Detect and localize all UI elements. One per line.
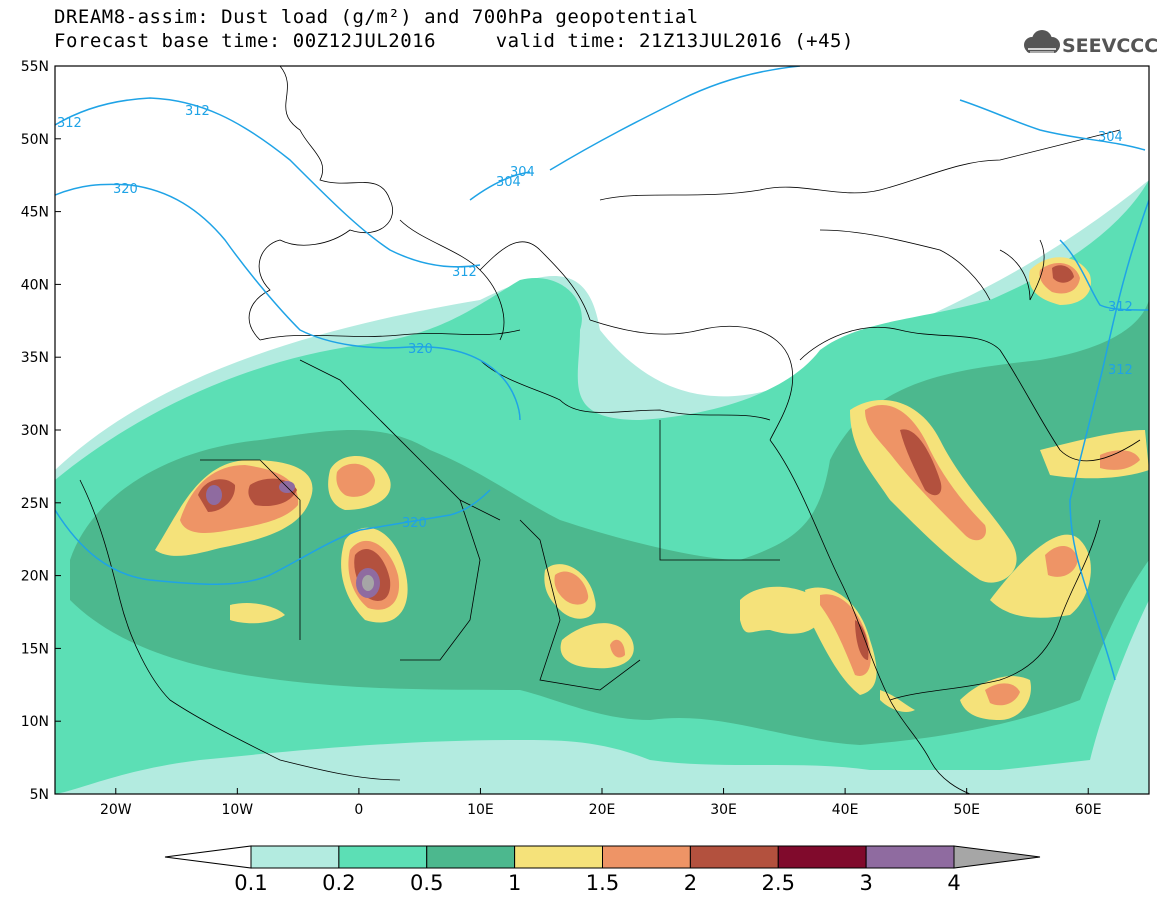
contour-312-west bbox=[55, 97, 481, 268]
colorbar-label: 3 bbox=[859, 871, 872, 895]
lat-tick-label: 50N bbox=[21, 132, 49, 148]
lat-tick-label: 35N bbox=[21, 350, 49, 366]
contour-320-west bbox=[55, 183, 521, 421]
longitude-axis: 20W 10W 0 10E 20E 30E 40E 50E 60E bbox=[100, 788, 1102, 818]
contour-304-east bbox=[959, 99, 1146, 151]
map-subtitle: Forecast base time: 00Z12JUL2016 valid t… bbox=[54, 30, 854, 52]
lat-tick-label: 10N bbox=[21, 714, 49, 730]
lon-tick-label: 40E bbox=[832, 802, 859, 818]
logo-text: SEEVCCC bbox=[1062, 35, 1158, 57]
latitude-axis: 55N 50N 45N 40N 35N 30N 25N 20N 15N 10N 5N bbox=[21, 59, 61, 803]
lat-tick-label: 25N bbox=[21, 496, 49, 512]
colorbar-swatch bbox=[338, 845, 428, 869]
colorbar-label: 1.5 bbox=[586, 871, 619, 895]
colorbar-label: 4 bbox=[947, 871, 960, 895]
colorbar-swatch bbox=[426, 845, 516, 869]
lon-tick-label: 10W bbox=[221, 802, 253, 818]
contour-label: 312 bbox=[1108, 300, 1133, 315]
contour-304-north bbox=[469, 171, 531, 201]
lon-tick-label: 50E bbox=[953, 802, 980, 818]
colorbar-swatch bbox=[865, 845, 955, 869]
contour-label: 320 bbox=[402, 516, 427, 531]
colorbar-under-triangle bbox=[164, 845, 252, 869]
colorbar: 0.1 0.2 0.5 1 1.5 2 2.5 3 4 bbox=[164, 845, 1041, 895]
colorbar-label: 0.2 bbox=[322, 871, 355, 895]
dust-load-fields bbox=[55, 180, 1149, 794]
colorbar-label: 1 bbox=[508, 871, 521, 895]
lon-tick-label: 30E bbox=[710, 802, 737, 818]
lat-tick-label: 20N bbox=[21, 569, 49, 585]
contour-label: 304 bbox=[496, 175, 521, 190]
seevccc-logo: SEEVCCC bbox=[1024, 30, 1158, 57]
coastlines-and-borders bbox=[79, 66, 1141, 794]
colorbar-label: 2.5 bbox=[762, 871, 795, 895]
colorbar-swatch bbox=[514, 845, 603, 869]
map-title: DREAM8-assim: Dust load (g/m²) and 700hP… bbox=[54, 6, 699, 28]
contour-label: 320 bbox=[113, 182, 138, 197]
lon-tick-label: 0 bbox=[354, 802, 363, 818]
dust-field-4 bbox=[362, 575, 374, 591]
contour-label: 312 bbox=[1108, 363, 1133, 378]
contour-312-east bbox=[1059, 239, 1149, 311]
colorbar-swatch bbox=[777, 845, 867, 869]
lat-tick-label: 55N bbox=[21, 59, 49, 75]
contour-label: 304 bbox=[1098, 130, 1123, 145]
lon-tick-label: 10E bbox=[467, 802, 494, 818]
colorbar-swatch bbox=[250, 845, 340, 869]
colorbar-label: 0.1 bbox=[234, 871, 267, 895]
contour-labels: 312 312 304 304 320 312 320 320 312 304 … bbox=[57, 104, 1133, 531]
contour-label: 312 bbox=[452, 265, 477, 280]
lat-tick-label: 15N bbox=[21, 641, 49, 657]
cloud-icon bbox=[1024, 30, 1060, 53]
contour-label: 312 bbox=[57, 116, 82, 131]
lat-tick-label: 30N bbox=[21, 423, 49, 439]
colorbar-label: 0.5 bbox=[410, 871, 443, 895]
lat-tick-label: 40N bbox=[21, 277, 49, 293]
contour-312-north bbox=[549, 66, 801, 171]
contour-320-south bbox=[55, 489, 491, 585]
colorbar-swatch bbox=[689, 845, 779, 869]
colorbar-over-triangle bbox=[953, 845, 1041, 869]
contour-label: 320 bbox=[408, 342, 433, 357]
lon-tick-label: 60E bbox=[1075, 802, 1102, 818]
geopotential-contours bbox=[55, 66, 1149, 681]
colorbar-swatch bbox=[602, 845, 691, 869]
lon-tick-label: 20E bbox=[589, 802, 616, 818]
contour-312-east2 bbox=[1069, 199, 1149, 681]
lat-tick-label: 5N bbox=[30, 787, 49, 803]
lat-tick-label: 45N bbox=[21, 205, 49, 221]
contour-label: 304 bbox=[510, 165, 535, 180]
colorbar-label: 2 bbox=[684, 871, 697, 895]
lon-tick-label: 20W bbox=[100, 802, 132, 818]
contour-label: 312 bbox=[185, 104, 210, 119]
